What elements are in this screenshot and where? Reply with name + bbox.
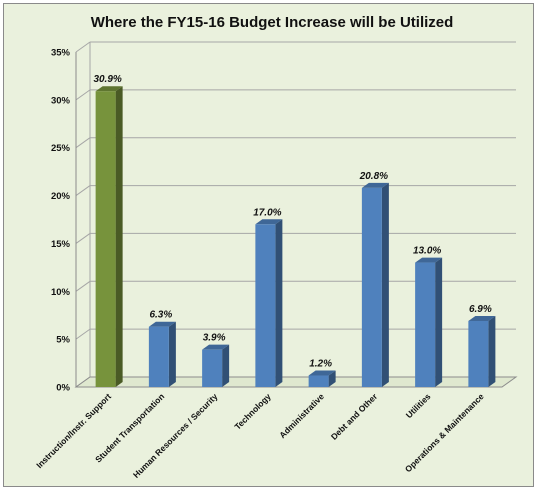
data-label: 30.9% bbox=[93, 74, 121, 85]
bar-side bbox=[488, 315, 496, 387]
bar-side bbox=[328, 370, 336, 387]
x-tick-label: Utilities bbox=[404, 391, 433, 420]
bar-chart: Where the FY15-16 Budget Increase will b… bbox=[34, 14, 518, 480]
y-tick-label: 15% bbox=[51, 239, 71, 250]
gridlines bbox=[74, 41, 518, 388]
y-tick-label: 35% bbox=[51, 48, 71, 59]
data-label: 6.9% bbox=[469, 304, 492, 315]
y-tick-label: 5% bbox=[56, 335, 70, 346]
chart-floor bbox=[74, 376, 518, 388]
x-tick-label: Administrative bbox=[277, 391, 326, 440]
bar-front bbox=[148, 326, 169, 387]
bar-front bbox=[308, 375, 329, 387]
bar-side bbox=[168, 321, 176, 387]
bar-side bbox=[222, 344, 230, 387]
bar-front bbox=[468, 320, 489, 387]
bar bbox=[148, 321, 176, 387]
gridline-side bbox=[75, 233, 91, 244]
bar-side bbox=[115, 86, 123, 387]
bar-front bbox=[361, 187, 382, 387]
y-tick-label: 10% bbox=[51, 287, 71, 298]
bar bbox=[361, 182, 389, 387]
x-tick-label: Technology bbox=[232, 391, 273, 432]
y-axis: 0% 5% 10% 15% 20% 25% 30% 35% bbox=[51, 48, 77, 394]
bars bbox=[95, 86, 496, 387]
bar bbox=[95, 86, 123, 387]
bar-top bbox=[361, 182, 389, 188]
y-tick-label: 30% bbox=[51, 95, 71, 106]
x-tick-label: Debt and Other bbox=[329, 391, 380, 442]
data-label: 1.2% bbox=[309, 359, 332, 370]
bar-top bbox=[308, 370, 336, 376]
data-label: 20.8% bbox=[359, 171, 388, 182]
chart-title: Where the FY15-16 Budget Increase will b… bbox=[91, 14, 454, 31]
bar-front bbox=[95, 91, 116, 387]
gridline-side bbox=[75, 328, 91, 340]
bar-front bbox=[415, 262, 436, 387]
y-tick-label: 0% bbox=[56, 383, 70, 394]
x-tick-label: Human Resources / Security bbox=[131, 391, 220, 480]
bar bbox=[308, 370, 336, 387]
gridline-side bbox=[75, 41, 91, 53]
bar-top bbox=[95, 86, 123, 92]
y-tick-label: 20% bbox=[51, 191, 71, 202]
bar-top bbox=[468, 315, 496, 321]
data-label: 13.0% bbox=[413, 246, 441, 257]
data-labels: 30.9% 6.3% 3.9% 17.0% 1.2% 20.8% 13.0% 6.9% bbox=[93, 74, 491, 369]
data-label: 17.0% bbox=[253, 207, 281, 218]
bar-top bbox=[202, 344, 230, 350]
bar bbox=[468, 315, 496, 387]
bar-top bbox=[415, 257, 443, 263]
bar-top bbox=[148, 321, 176, 327]
bar-side bbox=[381, 182, 389, 387]
bar-side bbox=[275, 219, 283, 387]
bar bbox=[202, 344, 230, 387]
gridline-side bbox=[75, 280, 91, 292]
data-label: 3.9% bbox=[203, 333, 226, 344]
data-label: 6.3% bbox=[149, 310, 172, 321]
bar-front bbox=[202, 349, 223, 387]
y-tick-label: 25% bbox=[51, 143, 71, 154]
gridline-side bbox=[75, 185, 91, 196]
bar-top bbox=[255, 219, 283, 225]
bar-side bbox=[435, 257, 443, 387]
bar-front bbox=[255, 224, 276, 387]
chart-frame: Where the FY15-16 Budget Increase will b… bbox=[3, 3, 534, 487]
gridline-side bbox=[75, 89, 91, 101]
bar bbox=[255, 219, 283, 387]
bar bbox=[415, 257, 443, 387]
gridline-side bbox=[75, 137, 91, 149]
